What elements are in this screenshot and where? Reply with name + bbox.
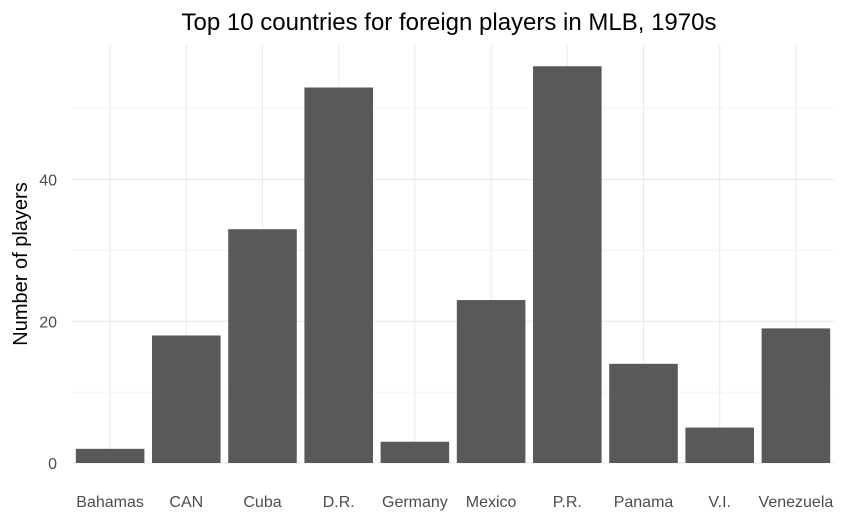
x-tick-label: Germany bbox=[382, 494, 448, 511]
x-tick-label: Venezuela bbox=[759, 494, 834, 511]
x-tick-labels: Bahamas CAN Cuba D.R. Germany Mexico P.R. Panam… bbox=[76, 494, 833, 511]
x-tick-label: Panama bbox=[614, 494, 674, 511]
bar-v-i bbox=[685, 427, 754, 463]
y-tick-label: 0 bbox=[48, 456, 57, 473]
bar-venezuela bbox=[761, 328, 831, 463]
x-tick-label: P.R. bbox=[553, 494, 582, 511]
chart-title: Top 10 countries for foreign players in … bbox=[182, 9, 717, 36]
x-tick-label: Cuba bbox=[243, 494, 281, 511]
x-tick-label: Mexico bbox=[466, 494, 517, 511]
bar-germany bbox=[380, 441, 450, 463]
x-tick-label: V.I. bbox=[708, 494, 731, 511]
bar-can bbox=[152, 335, 221, 463]
y-tick-label: 20 bbox=[39, 314, 57, 331]
bar-p-r bbox=[533, 66, 602, 463]
x-tick-label: D.R. bbox=[323, 494, 355, 511]
y-tick-label: 40 bbox=[39, 173, 57, 190]
bar-d-r bbox=[304, 87, 373, 463]
bar-panama bbox=[609, 363, 678, 463]
bar-mexico bbox=[456, 300, 526, 463]
bar-bahamas bbox=[75, 448, 145, 463]
x-tick-label: CAN bbox=[169, 494, 203, 511]
bar-cuba bbox=[228, 229, 297, 463]
y-tick-labels: 0 20 40 bbox=[39, 173, 57, 473]
bars-layer bbox=[75, 66, 831, 463]
y-axis-label: Number of players bbox=[10, 182, 32, 345]
x-tick-label: Bahamas bbox=[76, 494, 144, 511]
